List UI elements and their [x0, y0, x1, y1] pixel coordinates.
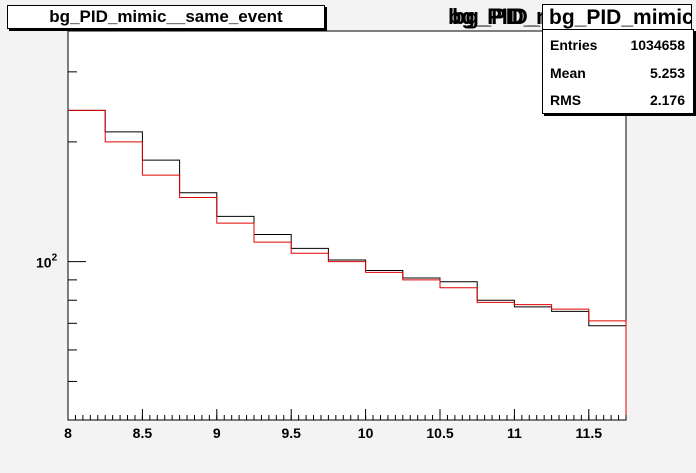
- stats-key: RMS: [550, 92, 582, 108]
- stats-key: Mean: [550, 65, 586, 81]
- stats-row-mean: Mean 5.253: [543, 60, 693, 87]
- stats-key: Entries: [550, 37, 598, 53]
- stats-value: 2.176: [649, 92, 685, 108]
- stats-header: bg_PID_mimic__spe: [542, 4, 692, 29]
- axis-layer: 8 8.5 9 9.5 10 10.5 11 11.5 102: [36, 71, 627, 441]
- stats-row-rms: RMS 2.176: [543, 87, 693, 114]
- x-tick-label: 9.5: [281, 425, 301, 441]
- series-layer: [68, 109, 627, 420]
- histogram-title: bg_PID_mimic__same_event: [7, 5, 325, 29]
- stats-box: Entries 1034658 Mean 5.253 RMS 2.176: [542, 29, 694, 114]
- x-tick-label: 10: [358, 425, 374, 441]
- x-tick-label: 10.5: [426, 425, 453, 441]
- stats-row-entries: Entries 1034658: [543, 32, 693, 59]
- x-tick-label: 8: [64, 425, 72, 441]
- x-tick-label: 8.5: [133, 425, 153, 441]
- plot-frame: [67, 30, 627, 421]
- y-tick-label: 102: [36, 253, 58, 271]
- x-tick-label: 11.5: [576, 425, 603, 441]
- stats-value: 1034658: [630, 37, 685, 53]
- x-tick-label: 9: [213, 425, 221, 441]
- stats-value: 5.253: [649, 65, 685, 81]
- x-tick-label: 11: [507, 425, 522, 441]
- series-line-red: [68, 109, 627, 420]
